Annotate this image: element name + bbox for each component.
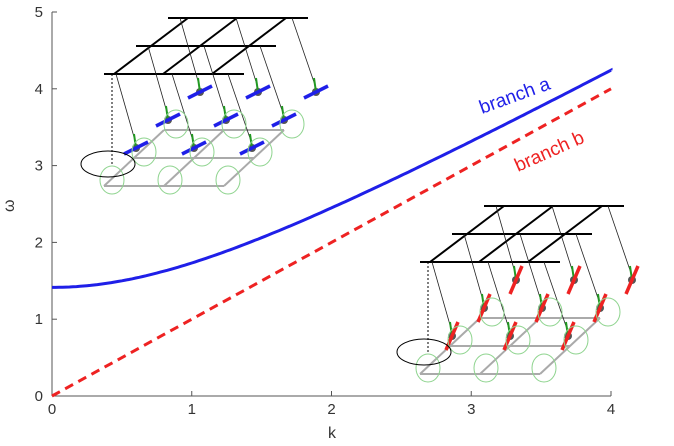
spin-axis-arrow — [255, 77, 259, 93]
spin-arrow — [271, 112, 297, 128]
spin-arrow — [181, 140, 207, 156]
orbit-ellipse — [215, 165, 241, 195]
pendulum-string — [115, 73, 137, 145]
pendulum-string — [551, 205, 575, 277]
pendulum-string — [147, 45, 169, 117]
spin-axis-arrow — [281, 105, 285, 121]
pendulum-string — [495, 205, 517, 277]
pendulum-string — [227, 73, 253, 145]
orbit-ellipse — [279, 109, 305, 139]
spin-axis-arrow — [165, 105, 169, 121]
orbit-ellipse — [479, 297, 505, 327]
spin-arrow — [239, 140, 265, 156]
lattice-bottom-line — [539, 317, 601, 375]
spin-arrow — [303, 84, 329, 100]
orbit-ellipse — [221, 109, 247, 139]
y-tick-label: 1 — [35, 311, 43, 328]
pendulum-string — [543, 261, 569, 333]
pendulum-string — [235, 17, 259, 89]
spin-axis-arrow — [133, 133, 137, 149]
pendulum-string — [179, 17, 201, 89]
x-axis-label: k — [328, 425, 337, 442]
pendulum-string — [171, 73, 195, 145]
y-tick-label: 3 — [35, 158, 43, 175]
orbit-ellipse — [415, 353, 441, 383]
x-tick-label: 1 — [188, 401, 196, 418]
spin-lattice-inset-branch-b — [396, 205, 640, 383]
orbit-ellipse — [99, 165, 125, 195]
orbit-ellipse — [531, 353, 557, 383]
axes — [51, 12, 611, 397]
orbit-ellipse — [247, 137, 273, 167]
spin-axis-arrow — [197, 77, 201, 93]
pendulum-string — [575, 233, 601, 305]
highlight-ellipse — [396, 338, 452, 366]
orbit-ellipse — [473, 353, 499, 383]
pendulum-string — [487, 261, 511, 333]
orbit-ellipse — [595, 297, 621, 327]
spin-arrow — [566, 265, 582, 295]
tick-group: 0 1 2 3 4 0 1 2 3 4 5 — [35, 4, 616, 418]
pendulum-string — [203, 45, 227, 117]
spin-arrow — [245, 84, 271, 100]
highlight-ellipse — [80, 150, 136, 178]
x-tick-label: 3 — [467, 401, 475, 418]
pendulum-string — [519, 233, 543, 305]
orbit-ellipse — [163, 109, 189, 139]
spin-arrow — [155, 112, 181, 128]
lattice-bottom-line — [223, 129, 285, 187]
spin-lattice-inset-branch-a — [80, 17, 329, 195]
spin-axis-arrow — [313, 77, 317, 93]
y-tick-label: 2 — [35, 234, 43, 251]
spin-arrow — [213, 112, 239, 128]
lattice-top-line — [162, 17, 238, 75]
branch-a-label: branch a — [477, 74, 554, 119]
y-tick-label: 0 — [35, 388, 43, 405]
lattice-bottom-line — [163, 129, 225, 187]
spin-arrow — [187, 84, 213, 100]
lattice-top-line — [429, 205, 505, 263]
spin-axis-arrow — [249, 133, 253, 149]
orbit-ellipse — [563, 325, 589, 355]
pendulum-string — [259, 45, 285, 117]
pendulum-string — [291, 17, 317, 89]
y-axis-label: ω — [1, 200, 18, 213]
spin-arrow — [508, 265, 524, 295]
series-layer — [51, 67, 613, 398]
lattice-top-line — [527, 205, 603, 263]
orbit-ellipse — [505, 325, 531, 355]
series-line-branch-b — [51, 87, 612, 398]
lattice-bottom-line — [479, 317, 541, 375]
lattice-top-line — [211, 17, 287, 75]
x-tick-label: 4 — [607, 401, 615, 418]
series-line-branch-a — [52, 67, 613, 289]
spin-axis-arrow — [191, 133, 195, 149]
orbit-ellipse — [537, 297, 563, 327]
lattice-top-line — [478, 205, 554, 263]
pendulum-string — [607, 205, 633, 277]
orbit-ellipse — [131, 137, 157, 167]
branch-b-label: branch b — [511, 127, 587, 176]
spin-arrow — [123, 140, 149, 156]
orbit-ellipse — [189, 137, 215, 167]
x-tick-label: 2 — [327, 401, 335, 418]
lattice-top-line — [113, 17, 189, 75]
orbit-ellipse — [447, 325, 473, 355]
pendulum-string — [431, 261, 453, 333]
y-tick-label: 4 — [35, 81, 43, 98]
y-tick-label: 5 — [35, 4, 43, 21]
x-tick-label: 0 — [48, 401, 56, 418]
pendulum-string — [463, 233, 485, 305]
spin-arrow — [624, 265, 640, 295]
spin-axis-arrow — [223, 105, 227, 121]
orbit-ellipse — [157, 165, 183, 195]
